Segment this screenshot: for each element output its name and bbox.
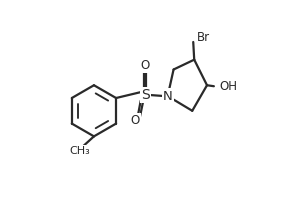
Text: Br: Br xyxy=(197,30,210,44)
Text: CH₃: CH₃ xyxy=(69,146,90,156)
Text: O: O xyxy=(131,114,140,127)
Text: S: S xyxy=(141,88,149,102)
Text: O: O xyxy=(140,59,150,72)
Text: N: N xyxy=(163,89,173,103)
Text: OH: OH xyxy=(220,80,238,93)
